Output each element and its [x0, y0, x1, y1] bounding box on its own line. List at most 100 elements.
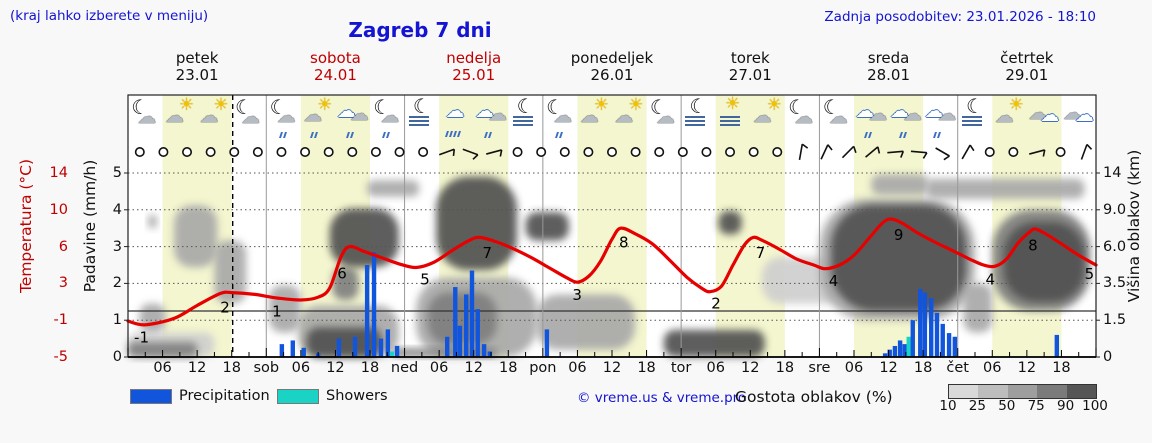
moon-fog-icon: ☾	[958, 94, 992, 135]
precipitation-bar	[544, 329, 550, 357]
wind-barb-icon	[1029, 149, 1046, 157]
temperature-value-label: 2	[220, 298, 230, 316]
sun-glyph: ☀	[628, 95, 644, 115]
precipitation-bar	[385, 329, 391, 357]
cgray-glyph: ☁	[553, 105, 573, 127]
cgray-glyph: ☁	[488, 103, 507, 125]
precipitation-bar	[364, 265, 370, 357]
cgray-glyph: ☁	[828, 106, 848, 128]
sun-glyph: ☀	[766, 95, 782, 115]
calm-wind-icon	[984, 147, 995, 158]
temperature-value-label: 7	[482, 244, 492, 262]
cloud-cover-blob	[663, 330, 765, 357]
cgray-glyph: ☁	[994, 105, 1014, 127]
cloud-cover-blob	[525, 212, 569, 241]
x-axis-hour-label: 06	[429, 360, 449, 376]
cblue-glyph: ☁	[445, 100, 465, 122]
axis-tick-label: 5	[112, 165, 122, 181]
precipitation-bar	[487, 351, 493, 357]
cloud-cover-blob	[148, 214, 157, 229]
temperature-value-label: 5	[420, 270, 430, 288]
axis-tick-label: 1	[112, 312, 122, 329]
rain2-glyph	[278, 125, 288, 141]
cgray-glyph: ☁	[380, 105, 400, 127]
cgray-glyph: ☁	[579, 105, 599, 127]
axis-tick-label: -1	[53, 312, 68, 329]
temperature-value-label: 2	[711, 295, 721, 313]
colorbar-value-label: 10	[939, 398, 957, 414]
cgray-glyph: ☁	[137, 106, 157, 128]
precipitation-bar	[887, 349, 892, 357]
cgray-glyph: ☁	[1062, 102, 1082, 124]
calm-wind-icon	[1008, 147, 1019, 158]
precipitation-bar	[445, 336, 450, 357]
cgray-glyph: ☁	[1028, 102, 1048, 124]
moon-cloud-icon: ☾ ☁	[647, 97, 681, 135]
cgray-glyph: ☁	[199, 105, 219, 127]
colorbar-segment	[978, 385, 1008, 398]
calm-wind-icon	[370, 147, 381, 158]
precipitation-bar	[940, 323, 945, 357]
sun-cloud-icon: ☀ ☁	[197, 97, 231, 135]
calm-wind-icon	[606, 147, 617, 158]
sun-cloud-icon: ☀ ☁	[993, 97, 1027, 135]
moon-fog-icon: ☾	[681, 96, 715, 135]
cgray-glyph: ☁	[794, 106, 814, 128]
cloud-cover-blob	[393, 348, 497, 357]
sun-glyph: ☀	[593, 95, 609, 115]
moon-cloud-icon: ☾ ☁	[820, 97, 854, 135]
copyright-text: © vreme.us & vreme.pro	[577, 390, 747, 406]
day-header: petek 23.01	[128, 50, 266, 84]
moon-cloud-icon: ☾ ☁	[785, 95, 819, 135]
calm-wind-icon	[677, 147, 688, 158]
page-title: Zagreb 7 dni	[348, 18, 492, 42]
cloud-cover-blob	[174, 205, 218, 268]
day-name: ponedeljek	[570, 49, 654, 67]
wind-barb-icon	[798, 143, 809, 161]
temperature-value-label: 3	[572, 286, 582, 304]
precipitation-bar	[952, 336, 958, 357]
calm-wind-icon	[725, 147, 736, 158]
cgray-glyph: ☁	[614, 105, 634, 127]
day-name: petek	[175, 49, 219, 67]
day-date: 28.01	[867, 66, 911, 84]
colorbar-value-label: 100	[1082, 398, 1108, 414]
precipitation-bar	[301, 347, 306, 357]
cloud-cover-blob	[332, 267, 359, 300]
moon-cloud-icon: ☾ ☁	[232, 97, 266, 135]
cloud-heavy-rain-icon: ☁	[439, 99, 473, 137]
fog-glyph	[512, 114, 533, 128]
x-axis-hour-label: 12	[879, 360, 898, 376]
fog-glyph	[962, 114, 982, 128]
x-axis-hour-label: 18	[775, 360, 795, 376]
calm-wind-icon	[276, 147, 287, 158]
day-date: 27.01	[728, 66, 772, 84]
temperature-value-label: 1	[272, 303, 282, 321]
calm-wind-icon	[630, 147, 641, 158]
moon-cloud-rain-icon: ☾ ☁	[267, 97, 301, 138]
axis-tick-label: 0	[112, 349, 122, 365]
calm-wind-icon	[158, 147, 169, 158]
x-axis-hour-label: 06	[153, 360, 172, 376]
day-date: 25.01	[452, 66, 496, 84]
wind-barb-icon	[438, 148, 456, 157]
colorbar-segment	[949, 385, 979, 398]
calm-wind-icon	[583, 147, 594, 158]
cloud-cover-blob	[1003, 222, 1085, 302]
moon-glyph: ☾	[788, 95, 807, 119]
wind-barb-icon	[935, 147, 950, 161]
cloudy-icon: ☁ ☁	[1027, 99, 1061, 135]
moon-cloud-rain-icon: ☾ ☁	[543, 97, 577, 138]
calm-wind-icon	[418, 147, 429, 158]
precipitation-bar	[1054, 334, 1060, 357]
day-name: nedelja	[446, 49, 502, 67]
calm-wind-icon	[748, 147, 759, 158]
cloud-rain-icon: ☁ ☁	[923, 99, 957, 138]
x-axis-hour-label: 06	[844, 360, 864, 376]
sun-fog-icon: ☀	[716, 96, 750, 135]
temperature-value-label: -1	[134, 329, 149, 347]
moon-glyph: ☾	[966, 94, 984, 118]
cloud-cover-blob	[718, 211, 742, 235]
moon-glyph: ☾	[373, 95, 392, 119]
cblue-glyph: ☁	[924, 100, 944, 122]
